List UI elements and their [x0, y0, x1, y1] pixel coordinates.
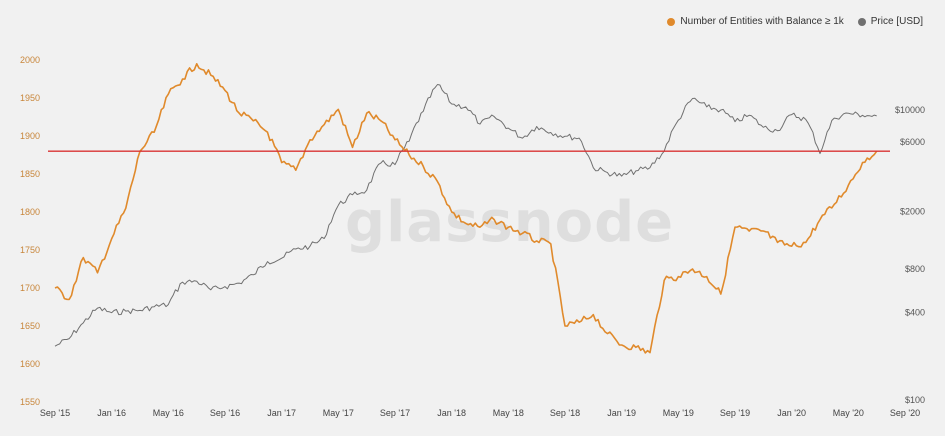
y-left-tick-label: 1550	[20, 397, 40, 407]
x-tick-label: Jan '17	[267, 408, 296, 418]
y-left-tick-label: 1800	[20, 207, 40, 217]
x-tick-label: Sep '19	[720, 408, 750, 418]
y-left-tick-label: 1900	[20, 131, 40, 141]
watermark: glassnode	[345, 190, 675, 255]
y-right-tick-label: $400	[905, 308, 925, 318]
y-right-tick-label: $100	[905, 395, 925, 405]
y-left-tick-label: 1950	[20, 93, 40, 103]
x-tick-label: Jan '18	[437, 408, 466, 418]
y-left-tick-label: 2000	[20, 55, 40, 65]
x-tick-label: Sep '16	[210, 408, 240, 418]
series-line-entities	[54, 63, 878, 354]
x-tick-label: Sep '18	[550, 408, 580, 418]
x-tick-label: May '20	[833, 408, 864, 418]
x-tick-label: May '18	[493, 408, 524, 418]
x-tick-label: May '19	[663, 408, 694, 418]
y-left-tick-label: 1700	[20, 283, 40, 293]
series-line-price	[54, 84, 877, 347]
x-tick-label: May '17	[323, 408, 354, 418]
legend-label-price: Price [USD]	[870, 16, 923, 27]
legend: Number of Entities with Balance ≥ 1k Pri…	[667, 16, 923, 27]
y-right-tick-label: $2000	[900, 206, 925, 216]
y-left-tick-label: 1650	[20, 321, 40, 331]
legend-item-price[interactable]: Price [USD]	[857, 16, 923, 27]
y-left-tick-label: 1850	[20, 169, 40, 179]
x-tick-label: Jan '20	[777, 408, 806, 418]
x-tick-label: May '16	[153, 408, 184, 418]
x-tick-label: Jan '19	[607, 408, 636, 418]
legend-item-entities[interactable]: Number of Entities with Balance ≥ 1k	[667, 16, 844, 27]
y-left-tick-label: 1600	[20, 359, 40, 369]
y-right-tick-label: $6000	[900, 137, 925, 147]
x-tick-label: Sep '15	[40, 408, 70, 418]
y-left-tick-label: 1750	[20, 245, 40, 255]
x-tick-label: Sep '17	[380, 408, 410, 418]
legend-label-entities: Number of Entities with Balance ≥ 1k	[680, 16, 844, 27]
x-tick-label: Jan '16	[97, 408, 126, 418]
legend-dot-price	[857, 17, 866, 26]
y-right-tick-label: $10000	[895, 105, 925, 115]
legend-dot-entities	[667, 17, 676, 26]
x-tick-label: Sep '20	[890, 408, 920, 418]
y-right-tick-label: $800	[905, 264, 925, 274]
